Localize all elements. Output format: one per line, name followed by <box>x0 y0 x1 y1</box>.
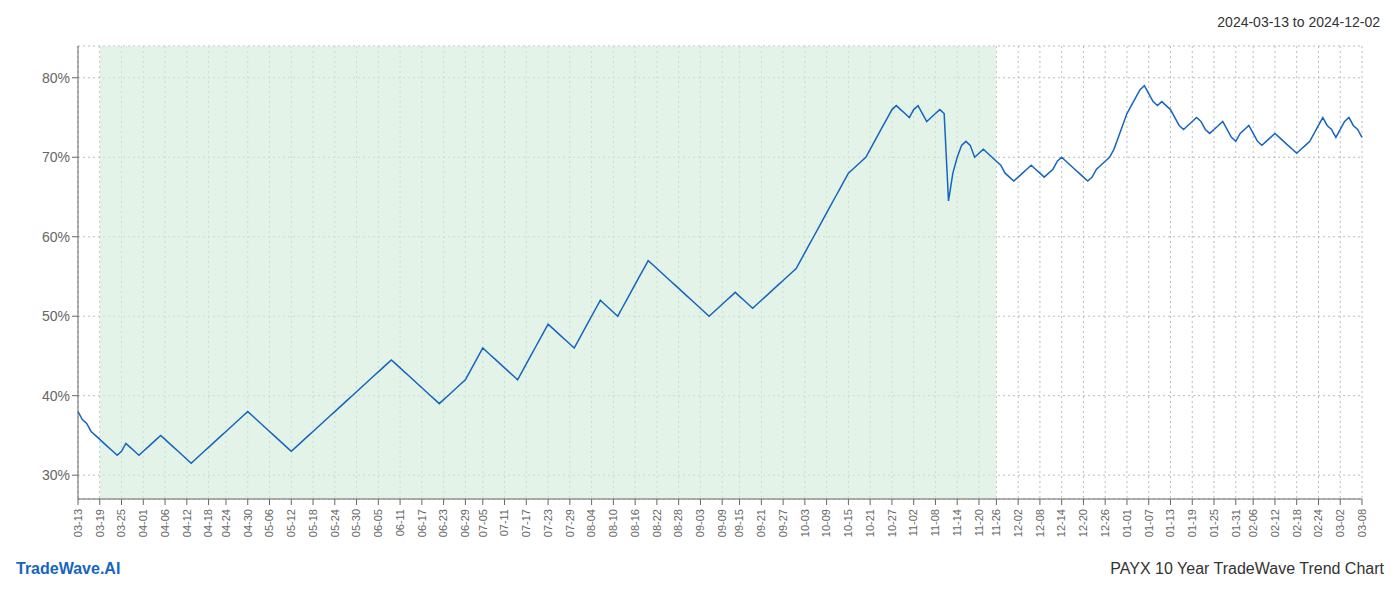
svg-text:07-05: 07-05 <box>477 509 489 537</box>
svg-text:10-09: 10-09 <box>820 509 832 537</box>
svg-text:03-02: 03-02 <box>1334 509 1346 537</box>
svg-text:06-23: 06-23 <box>437 509 449 537</box>
svg-text:10-03: 10-03 <box>799 509 811 537</box>
svg-text:05-24: 05-24 <box>329 509 341 537</box>
svg-text:08-10: 08-10 <box>607 509 619 537</box>
svg-text:09-21: 09-21 <box>755 509 767 537</box>
svg-text:08-22: 08-22 <box>651 509 663 537</box>
svg-text:09-27: 09-27 <box>777 509 789 537</box>
svg-text:09-09: 09-09 <box>716 509 728 537</box>
svg-text:04-30: 04-30 <box>242 509 254 537</box>
svg-text:04-01: 04-01 <box>137 509 149 537</box>
svg-text:12-02: 12-02 <box>1012 509 1024 537</box>
svg-text:07-29: 07-29 <box>564 509 576 537</box>
svg-text:70%: 70% <box>42 149 70 165</box>
svg-text:40%: 40% <box>42 388 70 404</box>
svg-text:11-26: 11-26 <box>990 509 1002 536</box>
svg-text:02-06: 02-06 <box>1247 509 1259 537</box>
svg-text:06-29: 06-29 <box>459 509 471 537</box>
svg-text:03-08: 03-08 <box>1356 509 1368 537</box>
svg-text:10-21: 10-21 <box>864 509 876 537</box>
svg-text:60%: 60% <box>42 229 70 245</box>
svg-text:07-11: 07-11 <box>498 509 510 536</box>
svg-text:01-31: 01-31 <box>1230 509 1242 537</box>
svg-text:08-16: 08-16 <box>629 509 641 537</box>
svg-text:04-24: 04-24 <box>220 509 232 537</box>
svg-text:02-12: 02-12 <box>1269 509 1281 537</box>
svg-text:07-17: 07-17 <box>520 509 532 537</box>
svg-text:06-11: 06-11 <box>394 509 406 536</box>
svg-text:50%: 50% <box>42 308 70 324</box>
svg-text:08-28: 08-28 <box>672 509 684 537</box>
html-text:PAYX 10 Year TradeWave Trend C: PAYX 10 Year TradeWave Trend Chart <box>1110 560 1384 577</box>
svg-text:08-04: 08-04 <box>585 509 597 537</box>
svg-text:11-14: 11-14 <box>951 509 963 536</box>
svg-text:01-13: 01-13 <box>1164 509 1176 537</box>
svg-text:01-25: 01-25 <box>1208 509 1220 537</box>
svg-text:03-19: 03-19 <box>94 509 106 537</box>
svg-text:02-18: 02-18 <box>1291 509 1303 537</box>
svg-text:05-30: 05-30 <box>350 509 362 537</box>
svg-text:11-02: 11-02 <box>907 509 919 536</box>
html-text:TradeWave.AI: TradeWave.AI <box>16 560 121 577</box>
svg-text:06-17: 06-17 <box>416 509 428 537</box>
svg-text:09-15: 09-15 <box>733 509 745 537</box>
svg-text:30%: 30% <box>42 467 70 483</box>
svg-text:11-08: 11-08 <box>929 509 941 536</box>
svg-text:10-15: 10-15 <box>842 509 854 537</box>
svg-text:02-24: 02-24 <box>1312 509 1324 537</box>
svg-text:03-25: 03-25 <box>115 509 127 537</box>
svg-text:12-08: 12-08 <box>1034 509 1046 537</box>
svg-text:03-13: 03-13 <box>72 509 84 537</box>
svg-text:04-06: 04-06 <box>159 509 171 537</box>
svg-text:01-19: 01-19 <box>1186 509 1198 537</box>
svg-text:05-06: 05-06 <box>263 509 275 537</box>
html-text:2024-03-13 to 2024-12-02: 2024-03-13 to 2024-12-02 <box>1217 14 1380 30</box>
svg-text:12-14: 12-14 <box>1055 509 1067 537</box>
svg-text:04-12: 04-12 <box>181 509 193 537</box>
svg-text:05-18: 05-18 <box>307 509 319 537</box>
svg-text:10-27: 10-27 <box>886 509 898 537</box>
svg-text:01-01: 01-01 <box>1121 509 1133 537</box>
svg-text:04-18: 04-18 <box>202 509 214 537</box>
svg-text:11-20: 11-20 <box>973 509 985 536</box>
svg-text:80%: 80% <box>42 70 70 86</box>
svg-text:06-05: 06-05 <box>372 509 384 537</box>
svg-text:12-20: 12-20 <box>1077 509 1089 537</box>
svg-text:12-26: 12-26 <box>1099 509 1111 537</box>
svg-text:05-12: 05-12 <box>285 509 297 537</box>
svg-text:09-03: 09-03 <box>694 509 706 537</box>
svg-text:01-07: 01-07 <box>1143 509 1155 537</box>
svg-text:07-23: 07-23 <box>542 509 554 537</box>
